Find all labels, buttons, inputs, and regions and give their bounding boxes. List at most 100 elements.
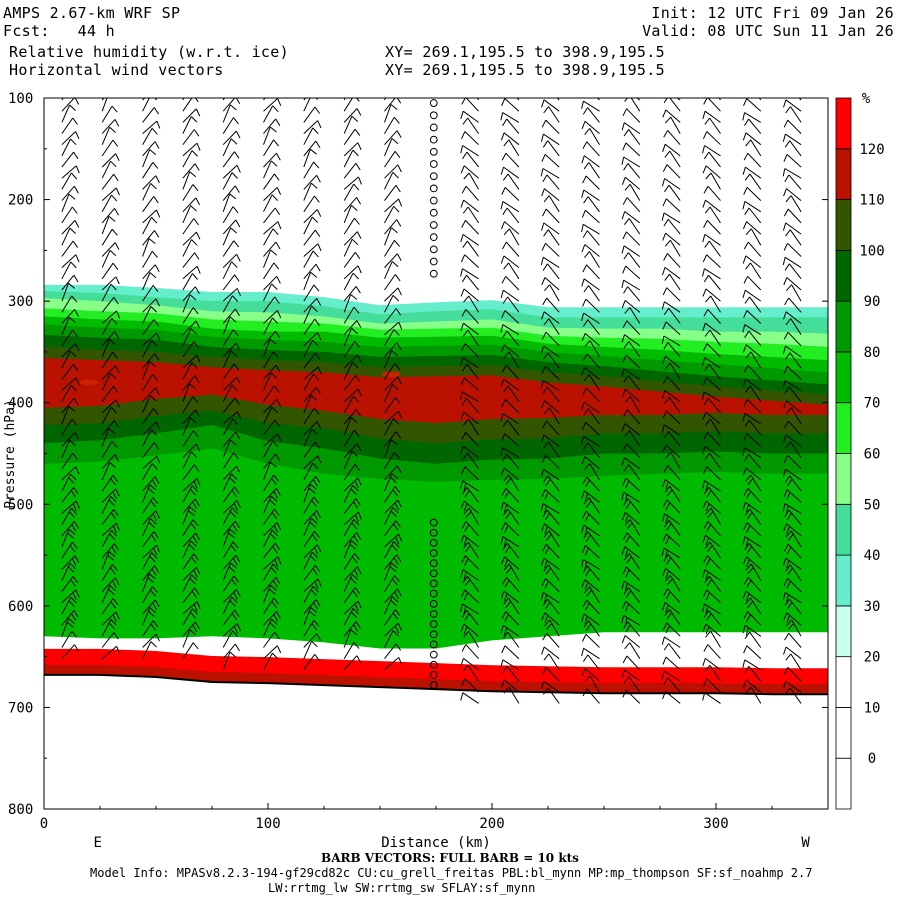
wind-barb-shaft: [182, 417, 191, 436]
wind-barb-flag: [541, 434, 545, 443]
wind-barb-shaft: [543, 680, 560, 693]
wind-barb: [624, 430, 641, 447]
wind-barb: [460, 199, 479, 213]
wind-barb-shaft: [142, 387, 156, 403]
wind-barb-flag: [463, 503, 468, 512]
wind-barb-shaft: [462, 145, 479, 157]
wind-barb-flag: [273, 474, 279, 482]
wind-barb-flag: [783, 99, 787, 108]
wind-barb: [101, 428, 116, 447]
wind-barb-flag: [702, 199, 706, 208]
wind-barb-flag: [460, 692, 464, 701]
wind-barb: [785, 229, 802, 246]
wind-barb-shaft: [748, 118, 762, 134]
wind-barb-flag: [621, 669, 625, 678]
wind-barb-flag: [272, 228, 279, 236]
wind-barb-shaft: [583, 312, 600, 324]
wind-barb-flag: [782, 469, 786, 478]
wind-barb-flag: [236, 589, 241, 597]
wind-barb: [101, 611, 120, 626]
wind-barb-flag: [665, 481, 669, 490]
wind-barb-flag: [393, 541, 400, 548]
wind-barb: [182, 163, 200, 179]
wind-barb-flag: [743, 399, 748, 407]
wind-barb-flag: [149, 589, 156, 597]
wind-barb-flag: [392, 295, 400, 302]
wind-barb: [584, 340, 600, 358]
wind-barb: [182, 485, 198, 503]
wind-barb-shaft: [263, 126, 271, 145]
wind-barb-shaft: [664, 479, 681, 492]
wind-barb: [783, 208, 802, 224]
wind-barb-shaft: [303, 387, 317, 403]
wind-barb-shaft: [790, 106, 802, 123]
wind-barb-flag: [268, 588, 276, 595]
wind-barb-shaft: [623, 245, 641, 257]
wind-barb-flag: [72, 329, 78, 337]
wind-barb-flag: [234, 308, 240, 317]
wind-barb-flag: [742, 413, 746, 422]
wind-barb: [142, 107, 160, 123]
wind-barb-flag: [234, 520, 240, 529]
wind-barb: [222, 288, 241, 302]
wind-barb: [343, 294, 358, 313]
wind-barb: [142, 319, 159, 336]
wind-barb: [61, 596, 77, 615]
wind-barb-shaft: [101, 386, 114, 402]
wind-barb: [101, 194, 118, 213]
wind-barb-flag: [747, 567, 754, 574]
wind-barb: [222, 541, 239, 559]
wind-barb-flag: [396, 465, 402, 474]
wind-barb-flag: [782, 592, 786, 601]
wind-barb: [61, 576, 79, 592]
wind-barb-flag: [150, 500, 157, 508]
wind-barb: [462, 117, 480, 134]
wind-barb: [343, 183, 360, 201]
wind-barb-shaft: [747, 611, 762, 626]
wind-barb: [263, 495, 278, 514]
wind-barb-flag: [149, 149, 157, 156]
wind-barb: [343, 142, 362, 157]
wind-barb-shaft: [749, 631, 762, 648]
wind-barb-shaft: [583, 155, 600, 168]
wind-barb-flag: [665, 550, 668, 559]
wind-barb-flag: [111, 105, 118, 113]
wind-barb: [540, 133, 560, 146]
wind-barb: [101, 119, 120, 134]
wind-barb: [142, 607, 157, 626]
wind-barb-flag: [112, 262, 119, 270]
wind-barb-shaft: [624, 423, 641, 436]
wind-barb: [101, 585, 117, 604]
wind-barb-flag: [542, 208, 547, 217]
wind-barb-flag: [394, 625, 400, 634]
wind-barb-shaft: [543, 557, 560, 570]
wind-barb-shaft: [507, 631, 520, 648]
wind-barb-flag: [703, 521, 709, 529]
wind-barb: [142, 387, 160, 403]
wind-barb: [61, 185, 79, 201]
wind-barb-flag: [312, 479, 318, 487]
wind-barb-shaft: [665, 656, 681, 671]
wind-barb: [542, 174, 560, 190]
wind-barb: [460, 603, 479, 615]
wind-barb: [622, 600, 641, 615]
wind-barb-shaft: [303, 373, 314, 391]
wind-barb-shaft: [508, 563, 520, 581]
wind-barb-flag: [784, 509, 790, 518]
wind-barb-flag: [152, 602, 157, 611]
wind-barb-flag: [504, 491, 510, 499]
wind-barb-shaft: [263, 310, 278, 324]
wind-barb-flag: [744, 330, 750, 339]
wind-barb-flag: [395, 185, 401, 193]
wind-barb-flag: [582, 107, 589, 115]
wind-barb-flag: [316, 544, 322, 553]
wind-barb: [142, 149, 157, 168]
wind-barb-shaft: [101, 420, 115, 436]
wind-barb-flag: [313, 407, 320, 415]
wind-barb-shaft: [464, 589, 479, 604]
wind-barb-flag: [746, 491, 752, 499]
wind-barb-shaft: [503, 255, 520, 268]
wind-barb-shaft: [384, 609, 396, 626]
wind-barb-shaft: [384, 499, 399, 514]
wind-barb-shaft: [586, 565, 600, 581]
